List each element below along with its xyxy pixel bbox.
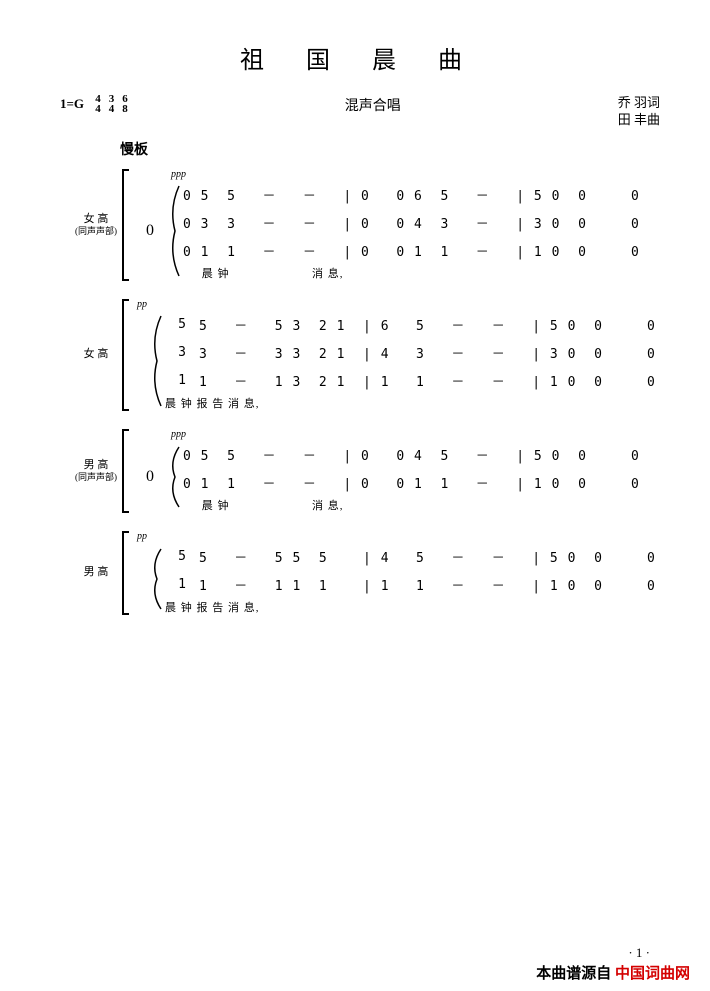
sheet-music-page: 祖 国 晨 曲 1=G 44 34 68 混声合唱 乔 羽词 田 丰曲 慢板 女… bbox=[0, 0, 710, 991]
dynamic-pp-2: pp bbox=[133, 299, 660, 311]
part-label-2: 女 高 bbox=[70, 299, 122, 411]
composer: 田 丰曲 bbox=[618, 112, 660, 129]
staff-3a: 0 5 5 － － | 0 0 4 5 － | 5 0 0 0 bbox=[183, 441, 660, 469]
staff-4a: 55 － 5 5 5 | 4 5 － － | 5 0 0 0 bbox=[165, 543, 660, 571]
lyric-3: 晨 钟 消 息, bbox=[183, 497, 660, 513]
brace-icon bbox=[149, 543, 165, 615]
system-3: 男 高 (同声声部) ppp 0 0 5 5 － － | 0 0 4 5 － |… bbox=[70, 429, 660, 513]
staves-2: pp 55 － 5 3 2 1 | 6 5 － － | 5 0 0 0 33 －… bbox=[133, 299, 660, 411]
system-1: 女 高 (同声声部) ppp 0 0 5 5 － － | 0 0 6 5 － |… bbox=[70, 169, 660, 281]
lyric-4: 晨 钟 报 告 消 息, bbox=[165, 599, 660, 615]
time-signatures: 44 34 68 bbox=[95, 95, 128, 115]
lyric-1: 晨 钟 消 息, bbox=[183, 265, 660, 281]
title: 祖 国 晨 曲 bbox=[60, 40, 660, 75]
brace-icon bbox=[167, 181, 183, 281]
staves-4: pp 55 － 5 5 5 | 4 5 － － | 5 0 0 0 11 － 1… bbox=[133, 531, 660, 615]
key-signature: 1=G bbox=[60, 96, 84, 111]
dynamic-ppp-3: ppp bbox=[133, 429, 660, 441]
key-time: 1=G 44 34 68 bbox=[60, 95, 128, 129]
credits: 乔 羽词 田 丰曲 bbox=[618, 95, 660, 129]
page-number: · 1 · bbox=[628, 945, 650, 961]
staves-3: ppp 0 0 5 5 － － | 0 0 4 5 － | 5 0 0 0 0 … bbox=[133, 429, 660, 513]
staves-1: ppp 0 0 5 5 － － | 0 0 6 5 － | 5 0 0 0 0 … bbox=[133, 169, 660, 281]
staff-2c: 11 － 1 3 2 1 | 1 1 － － | 1 0 0 0 bbox=[165, 367, 660, 395]
lead-rest-3: 0 bbox=[133, 441, 167, 513]
staff-2a: 55 － 5 3 2 1 | 6 5 － － | 5 0 0 0 bbox=[165, 311, 660, 339]
bracket-1 bbox=[122, 169, 129, 281]
time-sig-2: 34 bbox=[109, 95, 115, 115]
score: 女 高 (同声声部) ppp 0 0 5 5 － － | 0 0 6 5 － |… bbox=[70, 169, 660, 615]
staff-1a: 0 5 5 － － | 0 0 6 5 － | 5 0 0 0 bbox=[183, 181, 660, 209]
part-label-4: 男 高 bbox=[70, 531, 122, 615]
header-row: 1=G 44 34 68 混声合唱 乔 羽词 田 丰曲 bbox=[60, 95, 660, 129]
tempo-marking: 慢板 bbox=[120, 139, 660, 159]
staff-1c: 0 1 1 － － | 0 0 1 1 － | 1 0 0 0 bbox=[183, 237, 660, 265]
staff-3b: 0 1 1 － － | 0 0 1 1 － | 1 0 0 0 bbox=[183, 469, 660, 497]
staff-4b: 11 － 1 1 1 | 1 1 － － | 1 0 0 0 bbox=[165, 571, 660, 599]
staff-1b: 0 3 3 － － | 0 0 4 3 － | 3 0 0 0 bbox=[183, 209, 660, 237]
subtitle: 混声合唱 bbox=[345, 95, 401, 129]
footer-prefix: 本曲谱源自 bbox=[536, 966, 611, 982]
brace-icon bbox=[167, 441, 183, 513]
lyricist: 乔 羽词 bbox=[618, 95, 660, 112]
dynamic-pp-4: pp bbox=[133, 531, 660, 543]
staff-2b: 33 － 3 3 2 1 | 4 3 － － | 3 0 0 0 bbox=[165, 339, 660, 367]
part-label-1: 女 高 (同声声部) bbox=[70, 169, 122, 281]
brace-icon bbox=[149, 311, 165, 411]
part-label-3: 男 高 (同声声部) bbox=[70, 429, 122, 513]
lyric-2: 晨 钟 报 告 消 息, bbox=[165, 395, 660, 411]
dynamic-ppp-1: ppp bbox=[133, 169, 660, 181]
lead-rest-1: 0 bbox=[133, 181, 167, 281]
footer-attribution: 本曲谱源自 中国词曲网 bbox=[536, 962, 690, 983]
footer-site: 中国词曲网 bbox=[615, 966, 690, 982]
system-4: 男 高 pp 55 － 5 5 5 | 4 5 － － | 5 0 0 0 11… bbox=[70, 531, 660, 615]
bracket-2 bbox=[122, 299, 129, 411]
bracket-3 bbox=[122, 429, 129, 513]
time-sig-1: 44 bbox=[95, 95, 101, 115]
bracket-4 bbox=[122, 531, 129, 615]
system-2: 女 高 pp 55 － 5 3 2 1 | 6 5 － － | 5 0 0 0 … bbox=[70, 299, 660, 411]
time-sig-3: 68 bbox=[122, 95, 128, 115]
